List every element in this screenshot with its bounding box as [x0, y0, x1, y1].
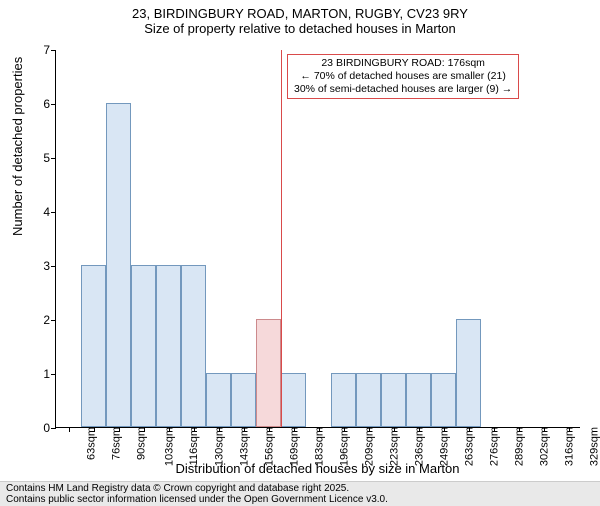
x-tick-mark: [569, 427, 570, 432]
x-tick-mark: [294, 427, 295, 432]
x-tick-label: 116sqm: [188, 427, 200, 465]
x-tick-mark: [194, 427, 195, 432]
histogram-bar: [331, 373, 356, 427]
reference-line: [281, 50, 282, 427]
y-tick: 1: [26, 367, 50, 381]
x-tick-mark: [94, 427, 95, 432]
footer-line1: Contains HM Land Registry data © Crown c…: [6, 483, 594, 494]
histogram-bar: [256, 319, 281, 427]
histogram-bar: [206, 373, 231, 427]
x-tick-mark: [244, 427, 245, 432]
x-tick-label: 329sqm: [588, 427, 600, 466]
x-tick-mark: [419, 427, 420, 432]
x-tick-mark: [269, 427, 270, 432]
y-tick: 5: [26, 151, 50, 165]
footer-attribution: Contains HM Land Registry data © Crown c…: [0, 481, 600, 506]
x-tick-mark: [444, 427, 445, 432]
histogram-bar: [106, 103, 131, 427]
chart-title-main: 23, BIRDINGBURY ROAD, MARTON, RUGBY, CV2…: [0, 6, 600, 21]
histogram-bar: [131, 265, 156, 427]
y-tick: 0: [26, 421, 50, 435]
x-tick-mark: [544, 427, 545, 432]
x-tick-label: 63sqm: [85, 427, 97, 460]
x-tick-mark: [169, 427, 170, 432]
x-tick-label: 76sqm: [110, 427, 122, 460]
x-tick-mark: [119, 427, 120, 432]
x-axis-label: Distribution of detached houses by size …: [55, 461, 580, 476]
info-box: 23 BIRDINGBURY ROAD: 176sqm← 70% of deta…: [287, 54, 519, 99]
histogram-bar: [81, 265, 106, 427]
x-tick-mark: [469, 427, 470, 432]
histogram-bar: [156, 265, 181, 427]
histogram-bar: [431, 373, 456, 427]
plot-area: 0123456763sqm76sqm90sqm103sqm116sqm130sq…: [55, 50, 580, 428]
x-tick-mark: [69, 427, 70, 432]
histogram-bar: [181, 265, 206, 427]
chart-area: 0123456763sqm76sqm90sqm103sqm116sqm130sq…: [55, 50, 580, 428]
info-line1: 23 BIRDINGBURY ROAD: 176sqm: [294, 57, 512, 70]
x-tick-mark: [319, 427, 320, 432]
chart-title-sub: Size of property relative to detached ho…: [0, 21, 600, 36]
histogram-bar: [406, 373, 431, 427]
x-tick-mark: [394, 427, 395, 432]
info-line3: 30% of semi-detached houses are larger (…: [294, 83, 512, 96]
x-tick-mark: [369, 427, 370, 432]
histogram-bar: [281, 373, 306, 427]
y-axis-label: Number of detached properties: [10, 57, 25, 236]
histogram-bar: [356, 373, 381, 427]
y-tick: 6: [26, 97, 50, 111]
y-tick: 3: [26, 259, 50, 273]
x-tick-mark: [219, 427, 220, 432]
x-tick-mark: [344, 427, 345, 432]
histogram-bar: [456, 319, 481, 427]
y-tick: 7: [26, 43, 50, 57]
x-tick-mark: [494, 427, 495, 432]
x-tick-label: 90sqm: [135, 427, 147, 460]
x-tick-mark: [519, 427, 520, 432]
y-tick: 2: [26, 313, 50, 327]
histogram-bar: [381, 373, 406, 427]
y-tick: 4: [26, 205, 50, 219]
x-tick-mark: [144, 427, 145, 432]
histogram-bar: [231, 373, 256, 427]
info-line2: ← 70% of detached houses are smaller (21…: [294, 70, 512, 83]
